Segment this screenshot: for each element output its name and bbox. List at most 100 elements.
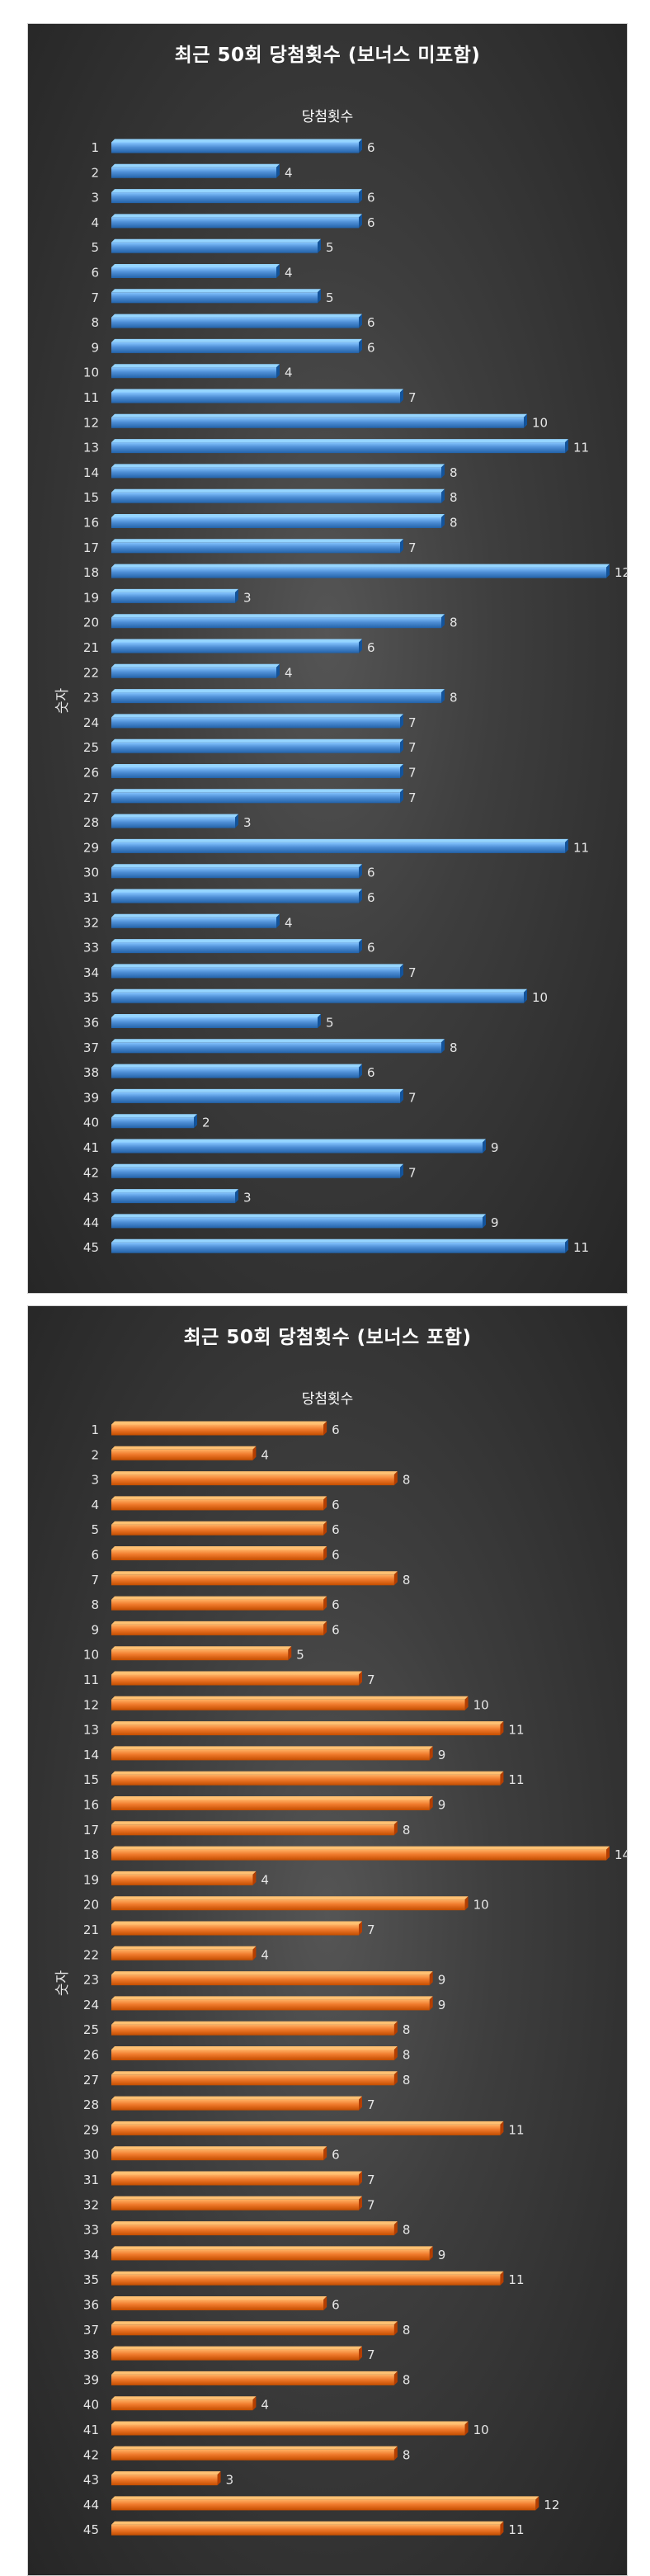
data-label: 9	[438, 1973, 446, 1988]
data-label: 4	[285, 665, 293, 680]
bar	[111, 1064, 362, 1078]
data-label: 6	[367, 1065, 375, 1080]
bar	[111, 214, 362, 229]
category-tick-label: 31	[83, 2173, 99, 2187]
data-label: 3	[226, 2473, 234, 2488]
bar	[111, 364, 280, 379]
bar	[111, 389, 403, 403]
category-tick-label: 2	[91, 165, 99, 180]
data-label: 11	[508, 1772, 524, 1787]
bar	[111, 1496, 327, 1511]
series-label: 당첨횟수	[301, 1391, 354, 1408]
bar	[111, 264, 280, 278]
category-tick-label: 28	[83, 2097, 99, 2112]
category-tick-label: 24	[83, 715, 99, 730]
category-tick-label: 22	[83, 1947, 99, 1962]
category-tick-label: 41	[83, 2423, 99, 2437]
category-tick-label: 9	[91, 340, 99, 355]
category-tick-label: 43	[83, 1191, 99, 1205]
data-label: 7	[367, 2173, 375, 2187]
bar	[111, 1671, 362, 1686]
data-label: 10	[473, 1697, 489, 1712]
category-tick-label: 43	[83, 2473, 99, 2488]
category-tick-label: 42	[83, 1165, 99, 1180]
category-tick-label: 23	[83, 1973, 99, 1988]
data-label: 6	[367, 941, 375, 955]
category-tick-label: 21	[83, 640, 99, 655]
data-label: 11	[508, 2122, 524, 2137]
category-tick-label: 4	[91, 1498, 99, 1512]
category-tick-label: 17	[83, 1823, 99, 1838]
category-tick-label: 28	[83, 815, 99, 830]
category-tick-label: 7	[91, 290, 99, 305]
bar	[111, 2221, 398, 2236]
bar	[111, 1471, 398, 1486]
bar	[111, 838, 568, 853]
data-label: 7	[408, 790, 417, 805]
data-label: 8	[403, 1473, 411, 1488]
data-label: 3	[243, 590, 252, 605]
category-tick-label: 18	[83, 565, 99, 580]
bar	[111, 689, 445, 704]
category-tick-label: 8	[91, 1597, 99, 1612]
bar	[111, 1421, 327, 1436]
bar	[111, 338, 362, 353]
category-tick-label: 26	[83, 766, 99, 781]
bar	[111, 539, 403, 554]
category-tick-label: 17	[83, 540, 99, 555]
bar	[111, 2296, 327, 2310]
bar	[111, 2071, 398, 2086]
bar	[111, 488, 445, 503]
data-label: 5	[296, 1648, 304, 1663]
category-tick-label: 19	[83, 1872, 99, 1887]
category-tick-label: 10	[83, 1648, 99, 1663]
data-label: 7	[408, 715, 417, 730]
data-label: 7	[367, 2097, 375, 2112]
bar	[111, 2496, 539, 2511]
data-label: 6	[332, 1622, 340, 1637]
category-tick-label: 29	[83, 840, 99, 855]
data-label: 5	[326, 1016, 334, 1031]
data-label: 6	[332, 1597, 340, 1612]
bar	[111, 2346, 362, 2361]
bar	[111, 1039, 445, 1054]
data-label: 6	[332, 1522, 340, 1537]
category-tick-label: 14	[83, 465, 99, 480]
data-label: 12	[615, 565, 627, 580]
category-tick-label: 6	[91, 1548, 99, 1563]
bar	[111, 889, 362, 903]
data-label: 6	[367, 215, 375, 230]
bar	[111, 289, 321, 304]
category-tick-label: 35	[83, 990, 99, 1005]
data-label: 4	[261, 1447, 269, 1462]
data-label: 7	[367, 2347, 375, 2362]
category-tick-label: 20	[83, 616, 99, 630]
category-tick-label: 37	[83, 1040, 99, 1055]
data-label: 7	[367, 1673, 375, 1687]
bar	[111, 588, 238, 603]
data-label: 6	[367, 340, 375, 355]
category-tick-label: 5	[91, 240, 99, 255]
chart-title: 최근 50회 당첨횟수 (보너스 포함)	[183, 1327, 472, 1348]
bar	[111, 139, 362, 153]
bar	[111, 2246, 433, 2261]
data-label: 8	[450, 516, 458, 531]
category-tick-label: 3	[91, 191, 99, 205]
data-label: 8	[403, 1823, 411, 1838]
bar	[111, 1238, 568, 1253]
bar	[111, 1721, 504, 1736]
category-tick-label: 12	[83, 1697, 99, 1712]
category-tick-label: 20	[83, 1898, 99, 1913]
category-tick-label: 44	[83, 2498, 99, 2512]
bar	[111, 2271, 504, 2286]
bar	[111, 314, 362, 328]
data-label: 14	[615, 1847, 627, 1862]
bar	[111, 913, 280, 928]
data-label: 6	[367, 640, 375, 655]
bar	[111, 764, 403, 778]
bar	[111, 1189, 238, 1204]
data-label: 7	[367, 1923, 375, 1937]
